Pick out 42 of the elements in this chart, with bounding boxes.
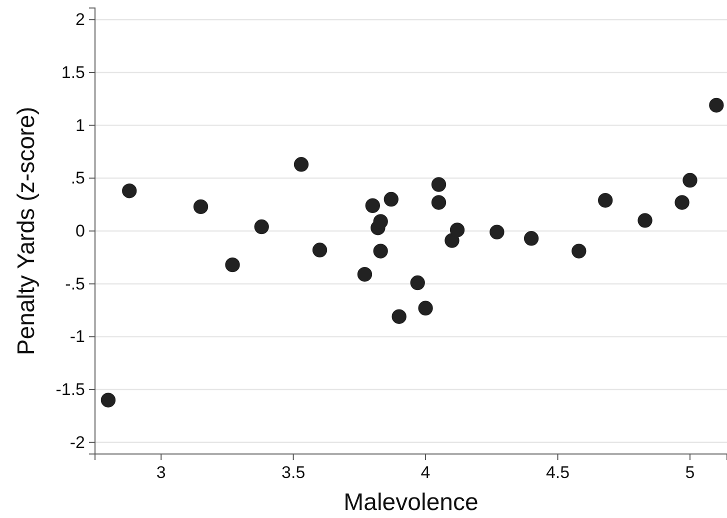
point [254, 219, 269, 234]
point [410, 275, 425, 290]
point [431, 195, 446, 210]
point [294, 157, 309, 172]
point [682, 172, 698, 188]
point [122, 183, 137, 198]
x-tick-label: 3 [156, 463, 166, 482]
point [225, 257, 240, 272]
y-tick-label: 2 [76, 10, 85, 30]
y-axis-title: Penalty Yards (z-score) [13, 106, 40, 356]
point [392, 309, 406, 324]
point [357, 266, 372, 282]
point [373, 244, 388, 258]
point [674, 195, 690, 210]
y-tick-label: -.5 [65, 274, 85, 294]
x-axis-title: Malevolence [344, 489, 478, 516]
point [431, 177, 446, 192]
point [524, 231, 539, 246]
point [373, 214, 388, 229]
x-tick-label: 4 [420, 463, 430, 482]
point [709, 98, 724, 113]
y-tick-label: 0 [76, 221, 85, 240]
point [384, 192, 399, 207]
point [365, 198, 380, 213]
point [598, 193, 613, 208]
y-tick-label: 1.5 [61, 62, 85, 82]
y-tick-label: .5 [70, 168, 85, 188]
y-tick-label: -1.5 [56, 380, 85, 399]
y-tick-label: 1 [76, 116, 85, 135]
y-tick-label: -1 [70, 327, 85, 346]
x-tick-label: 5 [685, 463, 695, 482]
point [450, 222, 465, 238]
point [100, 392, 116, 408]
point [572, 244, 586, 258]
point [638, 213, 652, 228]
y-tick-label: -2 [70, 432, 85, 452]
x-tick-label: 3.5 [282, 463, 306, 482]
point [312, 242, 328, 258]
point [490, 224, 504, 240]
point [418, 300, 433, 316]
x-tick-label: 4.5 [546, 463, 570, 482]
point [193, 199, 208, 214]
